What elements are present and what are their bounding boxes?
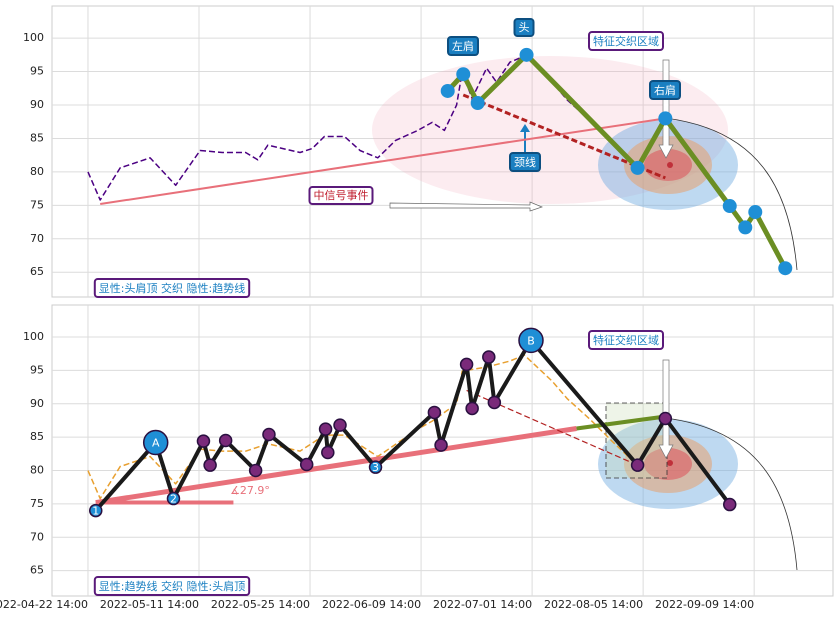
annotation: 左肩 bbox=[452, 39, 474, 53]
annotation: 特征交织区域 bbox=[593, 333, 659, 347]
point bbox=[321, 445, 335, 460]
point bbox=[630, 160, 645, 175]
y-tick-label: 65 bbox=[30, 265, 44, 278]
point-label: 2 bbox=[170, 493, 177, 506]
point bbox=[427, 405, 442, 420]
y-tick-label: 75 bbox=[30, 497, 44, 510]
y-tick-label: 70 bbox=[30, 530, 44, 543]
point-label: 3 bbox=[372, 461, 379, 474]
annotation: 显性:头肩顶 交织 隐性:趋势线 bbox=[99, 281, 245, 295]
point bbox=[465, 401, 479, 416]
annotation: 特征交织区域 bbox=[593, 34, 659, 48]
point bbox=[487, 395, 502, 410]
x-tick-label: 2022-05-11 14:00 bbox=[100, 598, 199, 611]
point bbox=[299, 457, 314, 472]
point bbox=[333, 418, 347, 432]
point bbox=[519, 47, 534, 62]
point-label: 1 bbox=[92, 505, 99, 518]
series-line bbox=[100, 117, 666, 206]
annotation-box bbox=[93, 278, 251, 298]
series-line bbox=[576, 414, 666, 431]
point bbox=[470, 96, 485, 110]
point bbox=[459, 357, 474, 372]
point bbox=[248, 463, 263, 478]
point bbox=[722, 497, 737, 512]
point bbox=[368, 460, 383, 474]
y-tick-label: 100 bbox=[23, 330, 44, 343]
point bbox=[482, 350, 496, 364]
point bbox=[518, 327, 544, 354]
point bbox=[630, 458, 645, 472]
annotation-box bbox=[447, 36, 479, 56]
annotation-box bbox=[93, 576, 251, 596]
point bbox=[262, 427, 276, 442]
point bbox=[658, 111, 673, 126]
annotation-box bbox=[588, 330, 664, 350]
point bbox=[318, 422, 333, 436]
y-tick-label: 85 bbox=[30, 131, 44, 144]
annotation: 显性:趋势线 交织 隐性:头肩顶 bbox=[99, 579, 245, 593]
y-tick-label: 95 bbox=[30, 363, 44, 376]
annotation-box bbox=[588, 31, 664, 51]
point bbox=[456, 67, 471, 82]
annotation: 中信号事件 bbox=[314, 189, 369, 202]
y-tick-label: 90 bbox=[30, 397, 44, 410]
point bbox=[738, 220, 753, 235]
point bbox=[434, 438, 448, 452]
point bbox=[196, 434, 211, 448]
point bbox=[218, 433, 233, 448]
series-line bbox=[87, 354, 637, 500]
y-tick-label: 85 bbox=[30, 430, 44, 443]
series-line bbox=[445, 52, 788, 270]
y-tick-label: 75 bbox=[30, 198, 44, 211]
x-tick-label: 2022-04-22 14:00 bbox=[0, 598, 88, 611]
annotation: 颈线 bbox=[514, 155, 536, 169]
point bbox=[440, 83, 455, 98]
x-tick-label: 2022-07-01 14:00 bbox=[433, 598, 532, 611]
annotation: ∡27.9° bbox=[230, 484, 270, 497]
x-tick-label: 2022-08-05 14:00 bbox=[544, 598, 643, 611]
point bbox=[142, 429, 169, 456]
y-tick-label: 65 bbox=[30, 564, 44, 577]
annotation-box bbox=[513, 18, 535, 37]
point bbox=[166, 491, 181, 506]
y-tick-label: 80 bbox=[30, 464, 44, 477]
y-tick-label: 80 bbox=[30, 165, 44, 178]
annotation: 右肩 bbox=[654, 83, 676, 97]
annotation-box bbox=[649, 80, 681, 100]
y-tick-label: 100 bbox=[23, 31, 44, 44]
annotation-box bbox=[509, 152, 541, 172]
y-tick-label: 95 bbox=[30, 65, 44, 78]
point bbox=[722, 199, 737, 214]
point bbox=[88, 503, 103, 518]
point-label: A bbox=[152, 436, 160, 449]
x-tick-label: 2022-05-25 14:00 bbox=[211, 598, 310, 611]
x-tick-label: 2022-09-09 14:00 bbox=[655, 598, 754, 611]
point bbox=[748, 205, 763, 220]
annotation-box bbox=[308, 186, 374, 205]
point-label: B bbox=[527, 334, 535, 347]
y-tick-label: 70 bbox=[30, 232, 44, 245]
point bbox=[778, 261, 793, 276]
point bbox=[203, 458, 217, 472]
point bbox=[658, 411, 673, 426]
x-tick-label: 2022-06-09 14:00 bbox=[322, 598, 421, 611]
y-tick-label: 90 bbox=[30, 98, 44, 111]
annotation: 头 bbox=[519, 21, 530, 34]
